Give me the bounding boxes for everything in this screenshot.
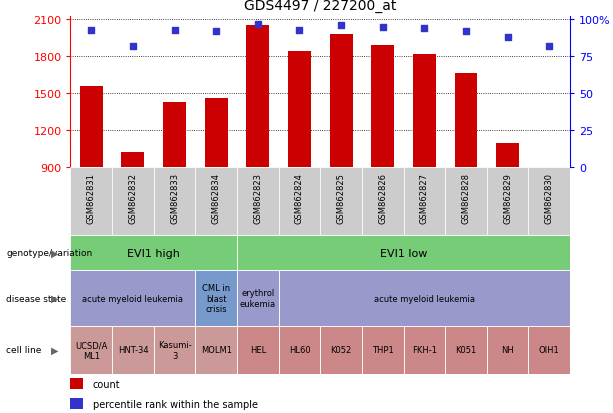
Text: THP1: THP1 (372, 346, 394, 354)
Bar (196, 167, 237, 235)
Bar (163, 102, 186, 167)
Bar (496, 144, 519, 167)
Text: GSM862831: GSM862831 (87, 173, 96, 223)
Text: ▶: ▶ (51, 345, 59, 355)
Bar (528, 326, 570, 374)
Text: CML in
blast
crisis: CML in blast crisis (202, 284, 230, 313)
Text: Kasumi-
3: Kasumi- 3 (158, 340, 191, 360)
Bar (80, 86, 103, 167)
Bar (528, 167, 570, 235)
Text: GSM862824: GSM862824 (295, 173, 304, 223)
Text: FKH-1: FKH-1 (412, 346, 437, 354)
Text: GSM862832: GSM862832 (129, 173, 137, 223)
Bar (70, 326, 112, 374)
Bar (205, 99, 227, 167)
Bar (246, 26, 269, 167)
Point (86, 27, 96, 34)
Bar (320, 326, 362, 374)
Point (170, 27, 180, 34)
Point (503, 35, 512, 41)
Text: GSM862829: GSM862829 (503, 173, 512, 223)
Bar (279, 326, 321, 374)
Bar (279, 271, 570, 326)
Bar (196, 271, 237, 326)
Bar (70, 235, 237, 271)
Bar (445, 326, 487, 374)
Text: disease state: disease state (6, 294, 66, 303)
Bar (362, 167, 403, 235)
Bar (403, 167, 445, 235)
Title: GDS4497 / 227200_at: GDS4497 / 227200_at (244, 0, 397, 13)
Text: GSM862830: GSM862830 (545, 173, 554, 223)
Text: HL60: HL60 (289, 346, 310, 354)
Text: acute myeloid leukemia: acute myeloid leukemia (374, 294, 475, 303)
Text: GSM862828: GSM862828 (462, 173, 471, 223)
Text: K051: K051 (455, 346, 477, 354)
Bar (70, 398, 83, 409)
Bar (455, 74, 478, 167)
Bar (330, 35, 352, 167)
Bar (237, 235, 570, 271)
Text: GSM862834: GSM862834 (211, 173, 221, 223)
Text: acute myeloid leukemia: acute myeloid leukemia (82, 294, 183, 303)
Bar (487, 167, 528, 235)
Point (544, 43, 554, 50)
Point (336, 23, 346, 29)
Bar (413, 55, 436, 167)
Text: GSM862823: GSM862823 (253, 173, 262, 223)
Bar (237, 326, 279, 374)
Bar (320, 167, 362, 235)
Bar (445, 167, 487, 235)
Bar (371, 46, 394, 167)
Point (295, 27, 305, 34)
Text: cell line: cell line (6, 346, 42, 354)
Bar (237, 167, 279, 235)
Bar (70, 378, 83, 389)
Text: GSM862833: GSM862833 (170, 173, 179, 224)
Text: HEL: HEL (249, 346, 266, 354)
Text: percentile rank within the sample: percentile rank within the sample (93, 399, 258, 408)
Text: MOLM1: MOLM1 (200, 346, 232, 354)
Bar (70, 271, 196, 326)
Bar (279, 167, 321, 235)
Text: GSM862826: GSM862826 (378, 173, 387, 223)
Text: OIH1: OIH1 (539, 346, 560, 354)
Bar (288, 52, 311, 167)
Point (378, 24, 387, 31)
Bar (154, 326, 196, 374)
Bar (112, 167, 154, 235)
Text: UCSD/A
ML1: UCSD/A ML1 (75, 340, 107, 360)
Point (419, 26, 429, 32)
Text: erythrol
eukemia: erythrol eukemia (240, 289, 276, 308)
Bar (121, 152, 145, 167)
Text: NH: NH (501, 346, 514, 354)
Text: HNT-34: HNT-34 (118, 346, 148, 354)
Text: ▶: ▶ (51, 248, 59, 258)
Text: K052: K052 (330, 346, 352, 354)
Bar (196, 326, 237, 374)
Bar (237, 271, 279, 326)
Text: GSM862827: GSM862827 (420, 173, 429, 223)
Text: count: count (93, 379, 121, 389)
Text: ▶: ▶ (51, 293, 59, 304)
Bar (70, 167, 112, 235)
Text: GSM862825: GSM862825 (337, 173, 346, 223)
Bar (362, 326, 403, 374)
Point (128, 43, 138, 50)
Text: EVI1 low: EVI1 low (380, 248, 427, 258)
Bar (487, 326, 528, 374)
Bar (403, 326, 445, 374)
Point (461, 28, 471, 35)
Point (211, 28, 221, 35)
Bar (154, 167, 196, 235)
Text: EVI1 high: EVI1 high (128, 248, 180, 258)
Bar (112, 326, 154, 374)
Text: genotype/variation: genotype/variation (6, 249, 93, 257)
Point (253, 21, 263, 28)
